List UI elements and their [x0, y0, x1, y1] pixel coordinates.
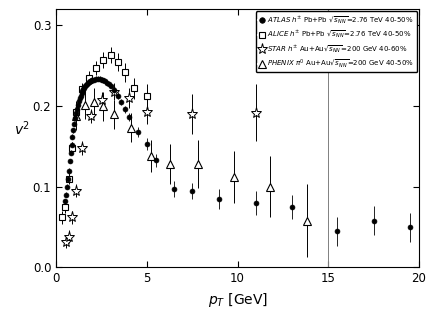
X-axis label: $p_T$ [GeV]: $p_T$ [GeV]	[207, 291, 268, 309]
Legend: $\it{ATLAS}$ $h^{\pm}$ Pb+Pb $\sqrt{s_{NN}}$=2.76 TeV 40-50%, $\it{ALICE}$ $h^{\: $\it{ATLAS}$ $h^{\pm}$ Pb+Pb $\sqrt{s_{N…	[256, 12, 417, 72]
Y-axis label: $v^2$: $v^2$	[13, 120, 30, 138]
